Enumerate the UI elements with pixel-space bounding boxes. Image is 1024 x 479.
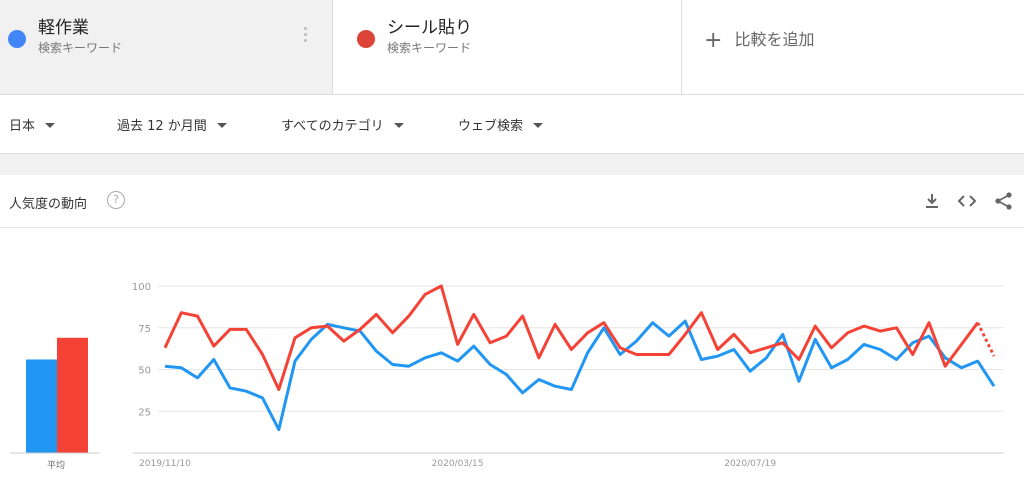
term2-type: 検索キーワード bbox=[387, 41, 472, 55]
term1-name[interactable]: 軽作業 bbox=[38, 18, 89, 38]
term1-type: 検索キーワード bbox=[38, 41, 123, 55]
category-dropdown[interactable]: すべてのカテゴリ bbox=[281, 115, 404, 134]
period-label: 過去 12 か月間 bbox=[117, 119, 207, 134]
term1-color-dot bbox=[8, 30, 26, 48]
interest-over-time-card: 人気度の動向 ? bbox=[0, 175, 1024, 479]
section-divider bbox=[0, 154, 1024, 175]
search-terms-bar: 軽作業 検索キーワード シール貼り 検索キーワード + 比較を追加 bbox=[0, 0, 1024, 95]
search-type-label: ウェブ検索 bbox=[458, 119, 524, 134]
help-icon[interactable]: ? bbox=[107, 191, 125, 209]
download-icon[interactable] bbox=[922, 191, 942, 211]
add-comparison-button[interactable]: + 比較を追加 bbox=[682, 0, 1024, 94]
chevron-down-icon bbox=[216, 123, 227, 128]
term2-color-dot bbox=[357, 30, 375, 48]
term-card-2[interactable]: シール貼り 検索キーワード bbox=[333, 0, 682, 94]
add-comparison-label: 比較を追加 bbox=[734, 30, 815, 49]
region-label: 日本 bbox=[9, 119, 36, 134]
share-icon[interactable] bbox=[994, 191, 1014, 211]
chevron-down-icon bbox=[533, 123, 544, 128]
category-label: すべてのカテゴリ bbox=[281, 119, 384, 134]
chevron-down-icon bbox=[45, 123, 56, 128]
region-dropdown[interactable]: 日本 bbox=[9, 115, 56, 134]
filter-bar: 日本 過去 12 か月間 すべてのカテゴリ ウェブ検索 bbox=[0, 95, 1024, 154]
period-dropdown[interactable]: 過去 12 か月間 bbox=[117, 115, 227, 134]
card-title: 人気度の動向 bbox=[9, 197, 88, 212]
search-type-dropdown[interactable]: ウェブ検索 bbox=[458, 115, 544, 134]
term2-name[interactable]: シール貼り bbox=[387, 18, 472, 38]
plus-icon: + bbox=[704, 28, 723, 53]
embed-code-icon[interactable] bbox=[957, 191, 977, 211]
chevron-down-icon bbox=[393, 123, 404, 128]
card-header: 人気度の動向 ? bbox=[0, 175, 1024, 228]
term-card-1[interactable]: 軽作業 検索キーワード bbox=[0, 0, 333, 94]
more-options-icon[interactable] bbox=[303, 27, 309, 45]
